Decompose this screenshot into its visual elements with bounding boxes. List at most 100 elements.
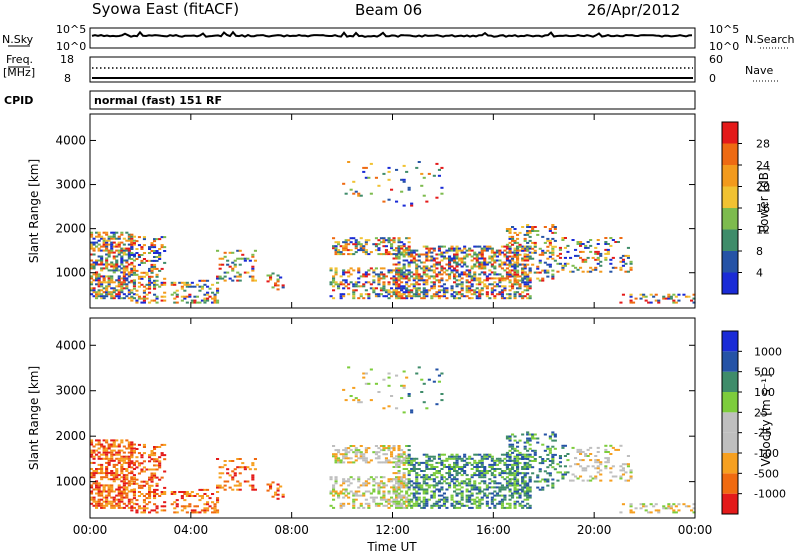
power-cell xyxy=(470,249,474,252)
velocity-cell xyxy=(609,479,613,482)
velocity-cell xyxy=(621,503,625,506)
velocity-cell xyxy=(563,465,567,468)
power-cell xyxy=(596,239,600,241)
power-cell xyxy=(402,287,406,290)
velocity-cell xyxy=(448,486,452,489)
velocity-cell xyxy=(526,498,530,501)
velocity-cell xyxy=(538,462,542,465)
velocity-cell xyxy=(465,488,469,491)
velocity-cell xyxy=(120,498,124,501)
velocity-cell xyxy=(379,502,383,505)
power-cell xyxy=(110,287,114,290)
velocity-cell xyxy=(468,496,472,499)
velocity-cell xyxy=(390,451,394,454)
power-cell xyxy=(405,291,409,294)
velocity-cell xyxy=(359,453,363,456)
power-cell xyxy=(551,237,555,240)
velocity-cell xyxy=(352,492,356,495)
power-cell xyxy=(541,253,545,256)
velocity-cell xyxy=(92,470,96,472)
velocity-cell xyxy=(364,484,368,487)
power-cell xyxy=(448,249,452,252)
power-cell xyxy=(415,275,419,278)
velocity-cell xyxy=(402,472,406,475)
power-cell xyxy=(533,245,537,248)
velocity-cell xyxy=(387,376,391,379)
power-cell xyxy=(173,297,177,300)
velocity-cell xyxy=(415,468,419,470)
velocity-cell xyxy=(397,486,401,489)
power-cell xyxy=(395,287,399,290)
velocity-cell xyxy=(112,459,116,462)
power-cell xyxy=(624,262,628,265)
power-cell xyxy=(448,275,452,278)
velocity-cell xyxy=(402,476,406,479)
velocity-cell xyxy=(115,488,119,491)
velocity-cell xyxy=(400,504,404,507)
velocity-cell xyxy=(511,492,515,495)
velocity-cell xyxy=(508,460,512,462)
power-cell xyxy=(498,279,502,282)
power-cell xyxy=(395,295,399,298)
velocity-cell xyxy=(548,472,552,475)
power-cell xyxy=(402,178,406,181)
power-cell xyxy=(652,295,656,298)
power-cell xyxy=(407,249,411,252)
power-cell xyxy=(480,247,484,250)
velocity-cell xyxy=(203,503,207,506)
power-cell xyxy=(490,289,494,292)
power-cell xyxy=(442,257,446,260)
power-cell xyxy=(420,267,424,270)
power-cell xyxy=(488,283,492,286)
velocity-cell xyxy=(246,466,250,469)
power-cell xyxy=(470,275,474,278)
velocity-cell xyxy=(528,463,532,466)
velocity-cell xyxy=(483,453,487,456)
velocity-cell xyxy=(422,492,426,495)
power-cell xyxy=(107,293,111,296)
power-cell xyxy=(347,243,351,246)
power-cell xyxy=(158,285,162,288)
velocity-cell xyxy=(364,457,368,460)
power-cell xyxy=(211,291,215,294)
power-cell xyxy=(130,267,134,270)
power-cell xyxy=(543,251,547,254)
velocity-cell xyxy=(584,469,588,472)
power-cell xyxy=(142,285,146,288)
velocity-cell xyxy=(132,447,136,450)
power-cell xyxy=(460,259,464,262)
colorbar-segment xyxy=(722,453,738,474)
velocity-cell xyxy=(185,511,189,514)
velocity-cell xyxy=(463,453,467,456)
power-cell xyxy=(455,265,459,268)
velocity-cell xyxy=(500,502,504,505)
x-tick-label: 00:00 xyxy=(73,523,108,537)
velocity-cell xyxy=(407,480,411,483)
velocity-cell xyxy=(591,465,595,468)
power-cell xyxy=(624,254,628,257)
power-cell xyxy=(392,253,396,256)
velocity-cell xyxy=(387,500,391,503)
power-cell xyxy=(238,273,242,276)
power-cell xyxy=(415,263,419,266)
power-cell xyxy=(516,279,520,282)
power-cell xyxy=(185,301,189,304)
power-cell xyxy=(435,293,439,296)
power-cell xyxy=(180,299,184,302)
velocity-cell xyxy=(97,502,101,505)
velocity-cell xyxy=(415,372,419,375)
power-cell xyxy=(120,241,124,244)
velocity-cell xyxy=(127,484,131,487)
velocity-cell xyxy=(155,484,159,487)
velocity-cell xyxy=(412,463,416,466)
power-cell xyxy=(425,247,429,250)
velocity-cell xyxy=(594,455,598,457)
power-cell xyxy=(206,279,210,282)
power-cell xyxy=(150,246,154,249)
power-cell xyxy=(407,285,411,288)
velocity-cell xyxy=(183,493,187,495)
velocity-cell xyxy=(120,470,124,472)
power-cell xyxy=(90,275,94,278)
power-cell xyxy=(175,293,179,296)
power-cell xyxy=(213,293,217,296)
